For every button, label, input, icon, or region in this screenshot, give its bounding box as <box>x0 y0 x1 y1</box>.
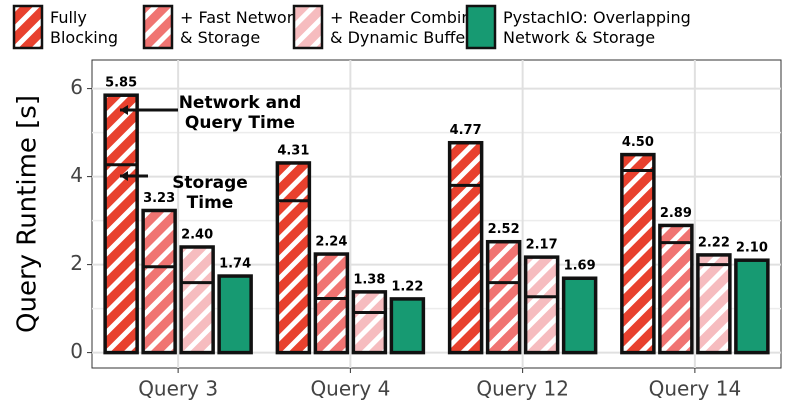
bar <box>447 140 484 355</box>
bar <box>179 245 215 355</box>
value-label: 2.52 <box>488 222 520 237</box>
annotation: Network and Query Time <box>179 93 302 133</box>
value-label: 1.22 <box>391 279 423 294</box>
value-label: 2.17 <box>526 238 558 253</box>
arrow-head <box>120 171 128 181</box>
bar <box>523 255 560 355</box>
y-tick-label: 6 <box>70 75 83 99</box>
bar <box>696 253 732 355</box>
value-label: 4.50 <box>622 135 654 150</box>
legend-swatch <box>465 4 497 50</box>
bar <box>734 258 770 355</box>
bar <box>561 276 598 355</box>
legend-label: PystachIO: Overlapping Network & Storage <box>503 8 691 47</box>
x-tick-label: Query 4 <box>310 377 390 401</box>
bar <box>620 152 656 355</box>
x-tick-label: Query 14 <box>649 377 742 401</box>
value-label: 4.31 <box>277 143 309 158</box>
legend-label: + Reader Combining & Dynamic Buffering <box>330 8 497 47</box>
bar <box>103 93 139 355</box>
value-label: 2.40 <box>181 228 213 243</box>
legend-swatch <box>12 4 44 50</box>
y-tick-label: 0 <box>70 339 83 363</box>
bar <box>389 297 426 355</box>
bar <box>351 290 388 355</box>
value-label: 1.69 <box>564 259 596 274</box>
x-tick-label: Query 3 <box>138 377 218 401</box>
value-label: 5.85 <box>105 76 137 91</box>
value-label: 2.24 <box>315 235 347 250</box>
bar <box>141 208 177 355</box>
bar <box>658 223 694 355</box>
arrow-head <box>120 105 128 115</box>
legend-swatch <box>292 4 324 50</box>
y-axis-title: Query Runtime [s] <box>13 95 43 333</box>
bar <box>275 161 312 355</box>
x-tick-label: Query 12 <box>476 377 569 401</box>
y-tick-label: 4 <box>70 163 83 187</box>
value-label: 4.77 <box>450 123 482 138</box>
bar <box>217 274 253 355</box>
annotation: Storage Time <box>172 173 248 213</box>
bar <box>485 239 522 355</box>
value-label: 2.10 <box>736 241 768 256</box>
value-label: 2.22 <box>698 235 730 250</box>
value-label: 2.89 <box>660 206 692 221</box>
value-label: 1.38 <box>353 272 385 287</box>
y-tick-label: 2 <box>70 251 83 275</box>
legend-swatch <box>142 4 174 50</box>
value-label: 1.74 <box>219 257 251 272</box>
legend-label: Fully Blocking <box>50 8 118 47</box>
legend-label: + Fast Network & Storage <box>180 8 303 47</box>
bar <box>313 252 350 355</box>
value-label: 3.23 <box>143 191 175 206</box>
